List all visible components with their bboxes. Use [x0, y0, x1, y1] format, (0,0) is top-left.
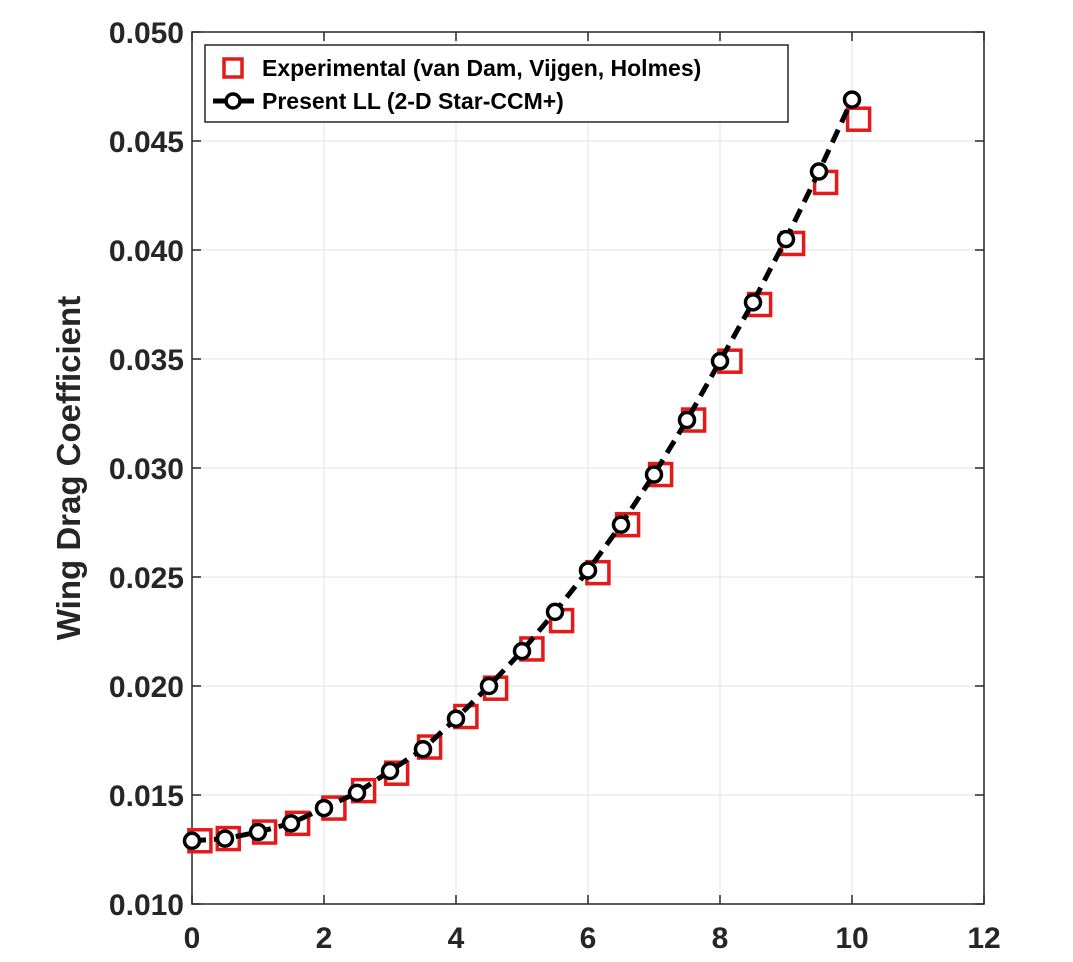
legend: Experimental (van Dam, Vijgen, Holmes) Pr… [204, 44, 789, 123]
x-tick-label: 10 [835, 922, 868, 955]
legend-box [204, 44, 789, 123]
present-ll-circle-marker [182, 831, 202, 851]
legend-label-present-ll: Present LL (2-D Star-CCM+) [262, 88, 564, 114]
y-tick-label: 0.050 [109, 17, 184, 50]
y-tick-label: 0.010 [109, 889, 184, 922]
present-ll-circle-marker [479, 676, 499, 696]
y-tick-label: 0.045 [109, 126, 184, 159]
legend-square-icon [222, 57, 244, 79]
y-axis-ticks: 0.010 0.015 0.020 0.025 0.030 0.035 0.040 0.045… [109, 17, 984, 922]
present-ll-circle-marker [380, 761, 400, 781]
legend-label-experimental: Experimental (van Dam, Vijgen, Holmes) [262, 55, 701, 81]
present-ll-circle-marker [215, 829, 235, 848]
x-axis-ticks: 0 2 4 6 8 10 12 [184, 32, 1001, 955]
experimental-square-marker [845, 106, 872, 132]
x-tick-label: 6 [580, 922, 597, 955]
present-ll-line [191, 98, 855, 844]
series-layer [182, 90, 872, 854]
series-experimental [187, 106, 872, 854]
present-ll-circle-marker [611, 515, 631, 534]
present-ll-circle-marker [512, 641, 532, 661]
y-tick-label: 0.015 [109, 780, 184, 813]
present-ll-circle-marker [248, 822, 268, 842]
present-ll-circle-marker [809, 162, 829, 181]
y-axis-label: Wing Drag Coefficient [50, 296, 87, 640]
grid [191, 31, 985, 905]
legend-circle-icon [224, 92, 242, 110]
present-ll-circle-marker [545, 602, 565, 622]
present-ll-circle-marker [446, 709, 466, 728]
present-ll-circle-marker [314, 798, 334, 818]
present-ll-circle-marker [842, 90, 862, 109]
present-ll-circle-marker [347, 783, 367, 803]
present-ll-circle-marker [776, 229, 796, 249]
present-ll-circle-marker [413, 739, 433, 759]
x-tick-label: 12 [967, 922, 1000, 955]
present-ll-circle-marker [644, 465, 664, 484]
y-tick-label: 0.020 [109, 671, 184, 704]
y-tick-label: 0.030 [109, 453, 184, 486]
x-tick-label: 8 [712, 922, 729, 955]
x-tick-label: 2 [316, 922, 333, 955]
x-tick-label: 0 [184, 922, 201, 955]
y-tick-label: 0.040 [109, 235, 184, 268]
series-present-ll [182, 90, 862, 851]
present-ll-circle-marker [677, 410, 697, 430]
present-ll-circle-marker [743, 293, 763, 312]
present-ll-circle-marker [578, 561, 598, 580]
present-ll-circle-marker [281, 814, 301, 833]
present-ll-circle-marker [710, 351, 730, 371]
y-tick-label: 0.035 [109, 344, 184, 377]
x-tick-label: 4 [448, 922, 465, 955]
y-tick-label: 0.025 [109, 562, 184, 595]
